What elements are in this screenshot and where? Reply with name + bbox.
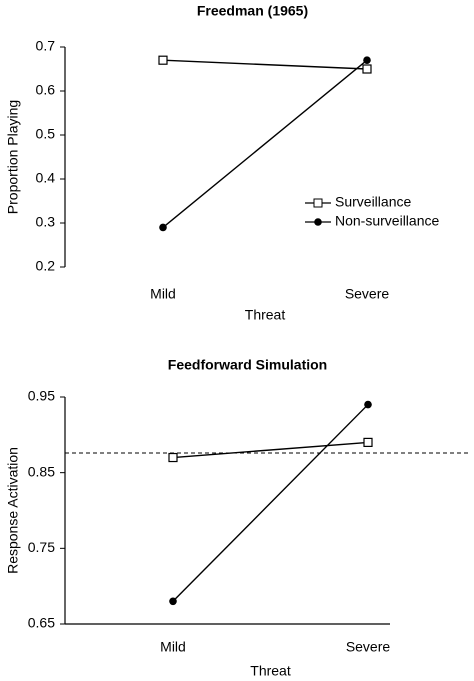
chart-title: Freedman (1965)	[197, 3, 308, 19]
marker	[159, 223, 167, 232]
marker	[364, 400, 372, 409]
y-tick-label: 0.75	[28, 539, 55, 555]
y-axis-label: Response Activation	[5, 447, 21, 574]
x-tick-label: Mild	[150, 286, 176, 302]
y-tick-label: 0.4	[36, 170, 56, 186]
series-line	[162, 59, 368, 70]
legend-label: Surveillance	[335, 194, 411, 210]
x-tick-label: Severe	[346, 639, 391, 655]
y-tick-label: 0.2	[36, 258, 56, 274]
chart-title: Feedforward Simulation	[168, 357, 327, 373]
series-line	[172, 441, 369, 459]
y-axis-label: Proportion Playing	[5, 100, 21, 214]
y-tick-label: 0.3	[36, 214, 56, 230]
marker	[363, 56, 371, 64]
x-tick-label: Severe	[345, 286, 390, 302]
x-axis-label: Threat	[250, 663, 291, 679]
marker	[363, 437, 373, 447]
marker	[168, 452, 178, 463]
y-tick-label: 0.6	[36, 82, 56, 98]
x-tick-label: Mild	[160, 639, 186, 655]
legend-marker	[313, 198, 323, 208]
legend-marker	[314, 218, 322, 226]
y-tick-label: 0.95	[28, 388, 55, 404]
series-line	[172, 404, 369, 602]
y-tick-label: 0.85	[28, 463, 55, 479]
marker	[169, 597, 177, 606]
series-line	[162, 59, 368, 228]
x-axis-label: Threat	[245, 307, 286, 323]
y-tick-label: 0.7	[36, 38, 56, 54]
y-tick-label: 0.65	[28, 615, 55, 631]
marker	[362, 64, 372, 74]
y-tick-label: 0.5	[36, 126, 56, 142]
legend-label: Non-surveillance	[335, 213, 439, 229]
marker	[158, 55, 168, 65]
